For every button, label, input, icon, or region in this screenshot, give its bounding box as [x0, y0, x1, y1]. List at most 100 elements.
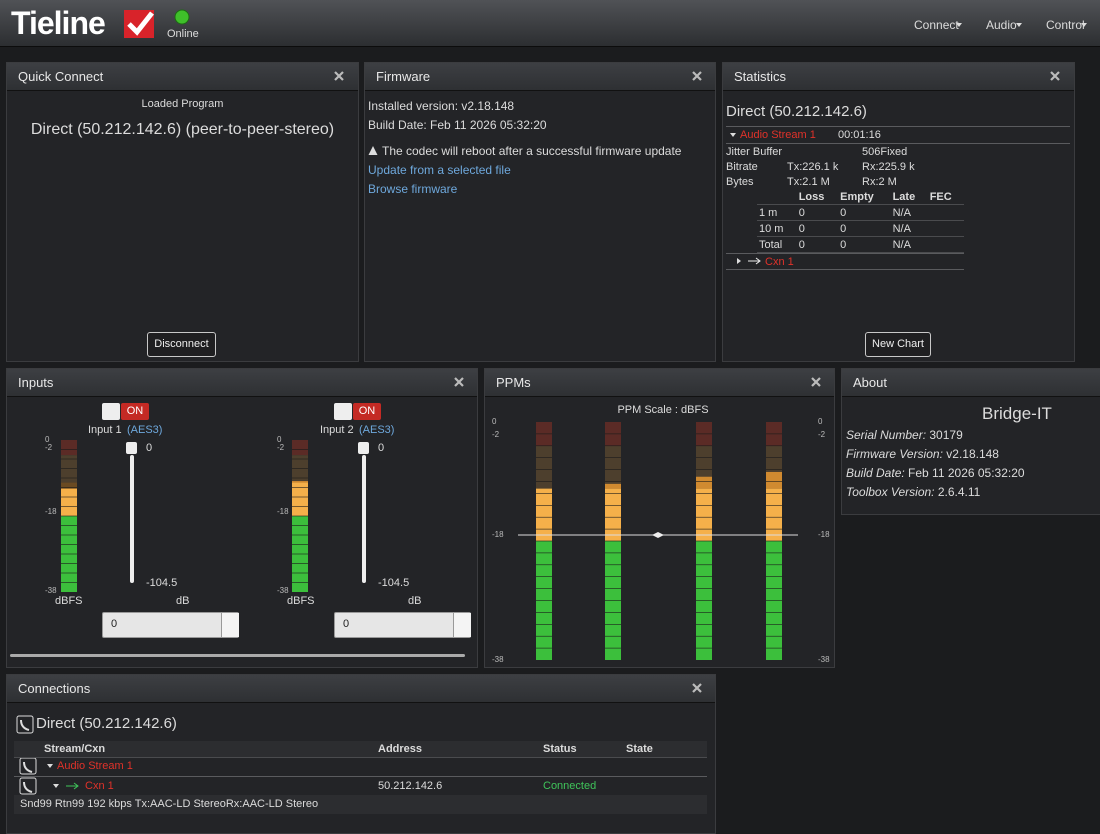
header-cell [757, 189, 797, 205]
spinner[interactable] [221, 613, 239, 637]
column: Stream/Cxn [44, 743, 106, 755]
scale-label: -18 [818, 530, 830, 539]
value: Tx:226.1 k [787, 161, 839, 173]
fader-min: -104.5 [146, 577, 178, 589]
gain-input[interactable]: 0 [334, 612, 471, 638]
connection: Direct (50.212.142.6) [726, 103, 867, 120]
unit: dB [408, 595, 422, 607]
table-row: 1 m 0 0 N/A [757, 204, 964, 221]
unit: dBFS [287, 595, 315, 607]
unit: dB [176, 595, 190, 607]
value: 506Fixed [862, 146, 908, 158]
cell: N/A [890, 236, 928, 253]
column: Address [378, 743, 423, 755]
scale-label: -18 [45, 507, 57, 516]
on-switch[interactable]: ON [121, 403, 149, 420]
logo: Tieline [11, 5, 106, 41]
cxn[interactable]: Cxn 1 [765, 256, 794, 268]
fader-knob[interactable] [358, 442, 369, 454]
label: Bitrate [726, 161, 758, 173]
text: Build Date: Feb 11 2026 05:32:20 [368, 118, 547, 132]
about-label: Serial Number: [846, 428, 927, 442]
scale-label: -38 [818, 655, 830, 664]
stream[interactable]: Audio Stream 1 [57, 760, 133, 772]
table-header: Loss Empty Late FEC [757, 189, 964, 205]
about-label: Toolbox Version: [846, 485, 935, 499]
cxn[interactable]: Cxn 1 [85, 780, 114, 792]
menu-item[interactable]: Control [1046, 18, 1085, 32]
value: Rx:2 M [862, 176, 897, 188]
spinner[interactable] [453, 613, 471, 637]
stats-table: Loss Empty Late FEC 1 m 0 0 N/A 10 m 0 0 N/A Total 0 0… [757, 189, 964, 253]
settings-button[interactable] [334, 403, 352, 420]
cell: 0 [796, 236, 839, 253]
status: Connected [543, 780, 597, 792]
disconnect-button[interactable]: Disconnect [147, 332, 216, 357]
fader-value: 0 [146, 442, 153, 454]
fader-track[interactable] [130, 455, 134, 583]
menu-item[interactable]: Connect [914, 18, 959, 32]
connection: Direct (50.212.142.6) [36, 715, 177, 732]
about-row: Build Date: Feb 11 2026 05:32:20 [846, 466, 1025, 480]
scale-label: -2 [818, 430, 826, 439]
panel-title: Quick Connect [7, 63, 358, 91]
cell [927, 220, 964, 237]
label: Bytes [726, 176, 754, 188]
value: Rx:225.9 k [862, 161, 915, 173]
cell: 0 [838, 204, 891, 221]
status: Online [167, 28, 199, 40]
about-row: Serial Number: 30179 [846, 428, 963, 442]
input-label: Input 2 [320, 424, 354, 436]
scale-label: 0 [277, 435, 282, 444]
fader-knob[interactable] [126, 442, 137, 454]
cell: Total [757, 236, 797, 253]
text: Installed version: v2.18.148 [368, 99, 515, 113]
input-label: Input 1 [88, 424, 122, 436]
scale-label: -2 [277, 443, 285, 452]
panel: Quick Connect [6, 62, 359, 362]
scale-label: -2 [45, 443, 53, 452]
panel-title: Statistics [723, 63, 1074, 91]
cell: 0 [838, 236, 891, 253]
scale-label: -38 [492, 655, 504, 664]
scale-label: -18 [277, 507, 289, 516]
cell [927, 204, 964, 221]
header-cell: FEC [927, 189, 964, 205]
about-row: Firmware Version: v2.18.148 [846, 447, 999, 461]
scale-label: 0 [492, 417, 497, 426]
header-cell: Late [890, 189, 928, 205]
link[interactable]: Update from a selected file [368, 163, 511, 177]
product: Bridge-IT [982, 404, 1052, 423]
cell: 0 [796, 204, 839, 221]
input-source: (AES3) [359, 424, 395, 436]
panel-title: Inputs [7, 369, 477, 397]
program: Direct (50.212.142.6) (peer-to-peer-ster… [30, 121, 335, 138]
stream[interactable]: Audio Stream 1 [740, 129, 816, 141]
menu-item[interactable]: Audio [986, 18, 1017, 32]
about-value: Feb 11 2026 05:32:20 [908, 466, 1025, 480]
value: Tx:2.1 M [787, 176, 830, 188]
time: 00:01:16 [838, 129, 881, 141]
label: Loaded Program [141, 98, 224, 110]
about-row: Toolbox Version: 2.6.4.11 [846, 485, 980, 499]
cell: 1 m [757, 204, 797, 221]
panel: Inputs [6, 368, 478, 668]
scale-label: -2 [492, 430, 500, 439]
fader-track[interactable] [362, 455, 366, 583]
cell: 0 [796, 220, 839, 237]
gain-input[interactable]: 0 [102, 612, 239, 638]
table-row: 10 m 0 0 N/A [757, 220, 964, 237]
divider [14, 776, 707, 777]
scale-label: 0 [45, 435, 50, 444]
panel: Firmware [364, 62, 716, 362]
panel: About [841, 368, 1100, 515]
about-value: 30179 [929, 428, 963, 442]
new-chart-button[interactable]: New Chart [865, 332, 931, 357]
cell: N/A [890, 220, 928, 237]
settings-button[interactable] [102, 403, 120, 420]
column: Status [543, 743, 577, 755]
link[interactable]: Browse firmware [368, 182, 458, 196]
on-switch[interactable]: ON [353, 403, 381, 420]
panel-title: Firmware [365, 63, 715, 91]
